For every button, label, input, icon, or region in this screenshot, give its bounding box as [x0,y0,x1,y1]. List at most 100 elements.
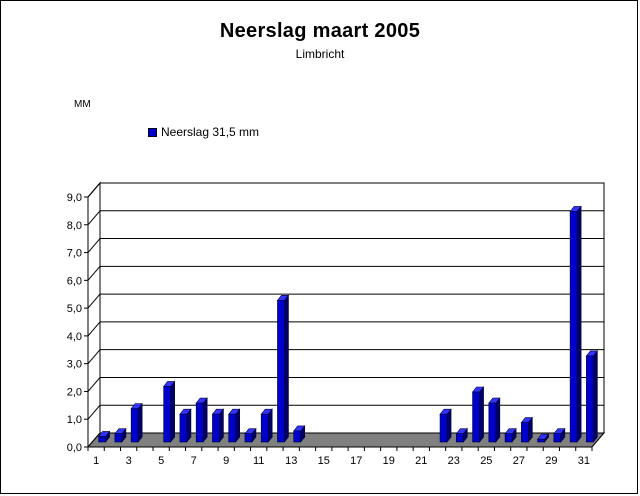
y-tick-label: 2,0 [67,386,82,398]
bar-front [130,408,139,443]
gridline-diagonal [87,377,101,392]
bar [439,408,452,443]
gridline-diagonal [87,404,101,420]
x-tick-label: 7 [191,455,197,467]
bar-side [170,380,175,443]
bar-side [137,402,143,443]
bar [553,427,566,443]
bar-front [456,433,464,443]
x-tick-label: 27 [513,455,525,467]
x-tick-label: 15 [318,455,330,467]
chart-back-wall [99,182,605,434]
y-tick-label: 0,0 [67,442,82,454]
bar [260,408,273,443]
legend-label: Neerslag 31,5 mm [161,125,260,139]
bar [114,427,127,443]
y-tick-label: 1,0 [67,414,82,426]
y-tick-label: 6,0 [67,275,82,287]
chart-subtitle: Limbricht [295,47,345,61]
y-tick-label: 7,0 [67,248,82,260]
bar [504,427,517,443]
bar [228,408,241,443]
bar-front [163,386,171,443]
legend: Neerslag 31,5 mm [148,125,259,139]
bar [455,427,468,443]
bar-front [569,211,578,443]
bar-front [260,413,269,443]
bar-side [479,386,484,443]
bar-side [219,408,224,443]
bar [211,408,225,443]
bar-front [212,413,220,443]
bar-side [593,350,598,443]
x-tick-label: 31 [578,455,590,467]
x-tick-label: 9 [223,455,229,467]
bar-front [521,422,529,443]
bar [130,402,143,443]
legend-swatch [148,127,157,137]
x-tick-label: 5 [158,455,164,467]
x-tick-label: 17 [350,455,362,467]
bar-front [537,438,545,443]
bar [293,425,306,443]
gridline-diagonal [87,238,101,253]
bar [195,397,208,443]
bar-side [202,397,208,443]
bar-side [186,408,192,443]
bar-front [586,355,594,443]
bar [520,416,533,443]
x-tick-label: 11 [253,455,264,467]
bar [536,433,550,443]
bar-side [267,408,273,443]
y-tick-labels: 0,0 1,0 2,0 3,0 4,0 5,0 6,0 7,0 8,0 9,0 [67,192,82,454]
chart-bars [98,205,598,443]
bar [569,205,582,443]
bar-side [235,408,240,443]
y-tick-label: 9,0 [67,192,82,204]
x-tick-label: 3 [126,455,132,467]
bar [179,408,192,443]
x-tick-label: 1 [93,455,99,467]
x-tick-label: 19 [383,455,395,467]
y-tick-label: 5,0 [67,303,82,315]
bar-front [98,436,106,443]
bar-front [195,402,204,443]
bar [276,294,290,443]
bar-front [439,413,448,443]
bar-front [244,433,253,443]
gridline-diagonal [87,210,101,226]
y-tick-label: 8,0 [67,220,82,232]
bar [488,397,501,443]
gridline-diagonal [87,266,101,281]
bar-front [488,402,497,443]
bar [98,430,111,443]
bar-side [576,205,582,443]
chart-title: Neerslag maart 2005 [219,20,421,42]
bar-front [504,433,513,443]
bar-front [293,430,302,443]
bar-front [114,433,123,443]
bar-front [553,433,562,443]
gridline-diagonal [87,182,101,198]
bar-side [446,408,452,443]
y-tick-label: 4,0 [67,331,82,343]
gridline-diagonal [87,293,101,309]
y-axis-unit-label: MM [74,99,91,110]
bar-front [277,300,285,443]
bar [585,350,598,443]
gridline-diagonal [87,349,101,364]
bar-side [284,294,289,443]
bar-front [472,391,480,443]
chart-walls [87,181,605,449]
bar-side [495,397,501,443]
gridline-diagonal [87,321,101,337]
x-tick-label: 21 [415,455,427,467]
y-tick-label: 3,0 [67,359,82,371]
x-tick-label: 23 [448,455,460,467]
x-tick-labels: 1 3 5 7 9 11 13 15 17 19 21 23 25 27 29 31 [87,447,593,467]
x-tick-label: 29 [545,455,557,467]
bar-front [228,413,236,443]
x-tick-label: 13 [285,455,297,467]
x-tick-label: 25 [480,455,492,467]
